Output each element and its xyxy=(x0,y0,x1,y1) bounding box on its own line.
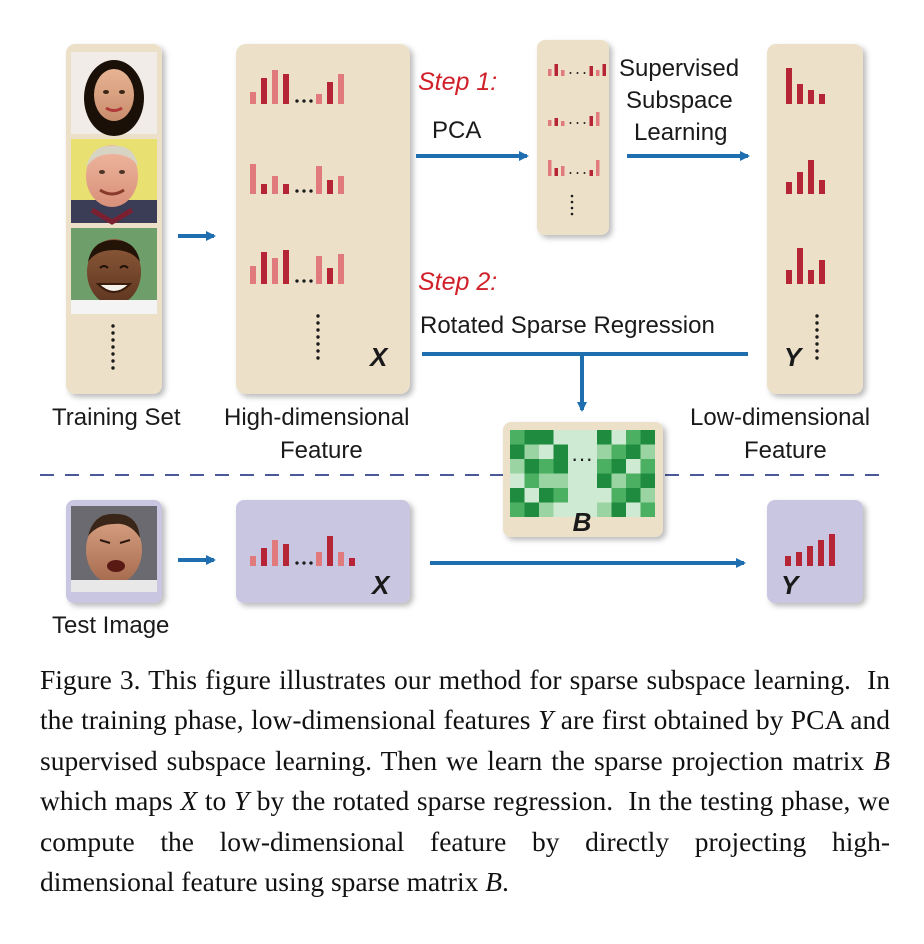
man-face-photo xyxy=(71,139,157,225)
y-symbol: Y xyxy=(784,342,804,372)
matrix-b-middle-gap xyxy=(568,430,597,517)
b-symbol: B xyxy=(573,507,592,537)
pca-feature-panel xyxy=(537,40,609,235)
woman-face-photo xyxy=(71,52,157,136)
caption-math-symbol: Y xyxy=(537,704,554,736)
test-image-label: Test Image xyxy=(52,612,170,639)
x-symbol: X xyxy=(368,342,389,372)
training-more-dots xyxy=(111,324,115,370)
test-low-dim-bars xyxy=(785,534,835,566)
figure-caption: Figure 3. This figure illustrates our me… xyxy=(40,660,890,902)
smiling-man-face-photo xyxy=(71,228,157,314)
step2-label: Step 2: xyxy=(418,268,498,296)
caption-math-symbol: B xyxy=(485,866,503,898)
caption-text: which maps xyxy=(40,744,897,817)
high-dim-bars-1 xyxy=(250,70,344,104)
training-set-label: Training Set xyxy=(52,404,181,431)
pca-more-dots xyxy=(570,194,574,216)
pca-label: PCA xyxy=(432,117,482,144)
low-dim-more-dots xyxy=(815,314,819,360)
caption-text: Figure 3. This figure illustrates our me… xyxy=(40,664,897,736)
high-dim-feature-panel xyxy=(236,44,410,394)
diagram-canvas: ··· X Y B X Y xyxy=(40,40,890,603)
high-dim-label-line2: Feature xyxy=(280,437,363,464)
high-dim-more-dots xyxy=(316,314,320,360)
pca-bars-1 xyxy=(548,64,606,76)
supervised-label-line3: Learning xyxy=(634,119,728,146)
test-y-symbol: Y xyxy=(781,570,801,600)
caption-math-symbol: Y xyxy=(233,785,250,817)
test-high-dim-panel xyxy=(236,500,410,603)
low-dim-feature-panel xyxy=(767,44,863,394)
high-dim-bars-2 xyxy=(250,164,344,194)
caption-math-symbol: X xyxy=(180,785,198,817)
shouting-man-face-photo xyxy=(71,506,157,592)
low-dim-bars-3 xyxy=(786,248,825,284)
rotated-regression-label: Rotated Sparse Regression xyxy=(420,312,715,339)
test-x-symbol: X xyxy=(370,570,391,600)
sparse-matrix-b xyxy=(510,430,655,517)
caption-text: by the rotated sparse regression. In the… xyxy=(40,785,897,898)
high-dim-bars-3 xyxy=(250,250,344,284)
low-dim-label-line1: Low-dimensional xyxy=(690,404,871,431)
low-dim-label-line2: Feature xyxy=(744,437,827,464)
caption-text: to xyxy=(197,785,234,817)
caption-text: . xyxy=(502,866,509,898)
low-dim-bars-2 xyxy=(786,160,825,194)
method-diagram: ··· X Y B X Y Step 1: PCA Supervised Sub… xyxy=(40,40,890,639)
matrix-b-right-block xyxy=(597,430,655,517)
pca-bars-3 xyxy=(548,160,600,176)
low-dim-bars-1 xyxy=(786,68,825,104)
test-low-dim-panel xyxy=(767,500,863,603)
supervised-label-line1: Supervised xyxy=(619,55,740,82)
matrix-b-left-block xyxy=(510,430,568,517)
matrix-ellipsis: ··· xyxy=(571,446,593,471)
caption-text: are first obtained by PCA and supervised… xyxy=(40,704,897,776)
pca-bars-2 xyxy=(548,112,600,126)
caption-math-symbol: B xyxy=(873,744,890,776)
step1-label: Step 1: xyxy=(418,68,498,96)
test-high-dim-bars xyxy=(250,536,355,566)
high-dim-label-line1: High-dimensional xyxy=(224,404,410,431)
supervised-label-line2: Subspace xyxy=(626,87,733,114)
